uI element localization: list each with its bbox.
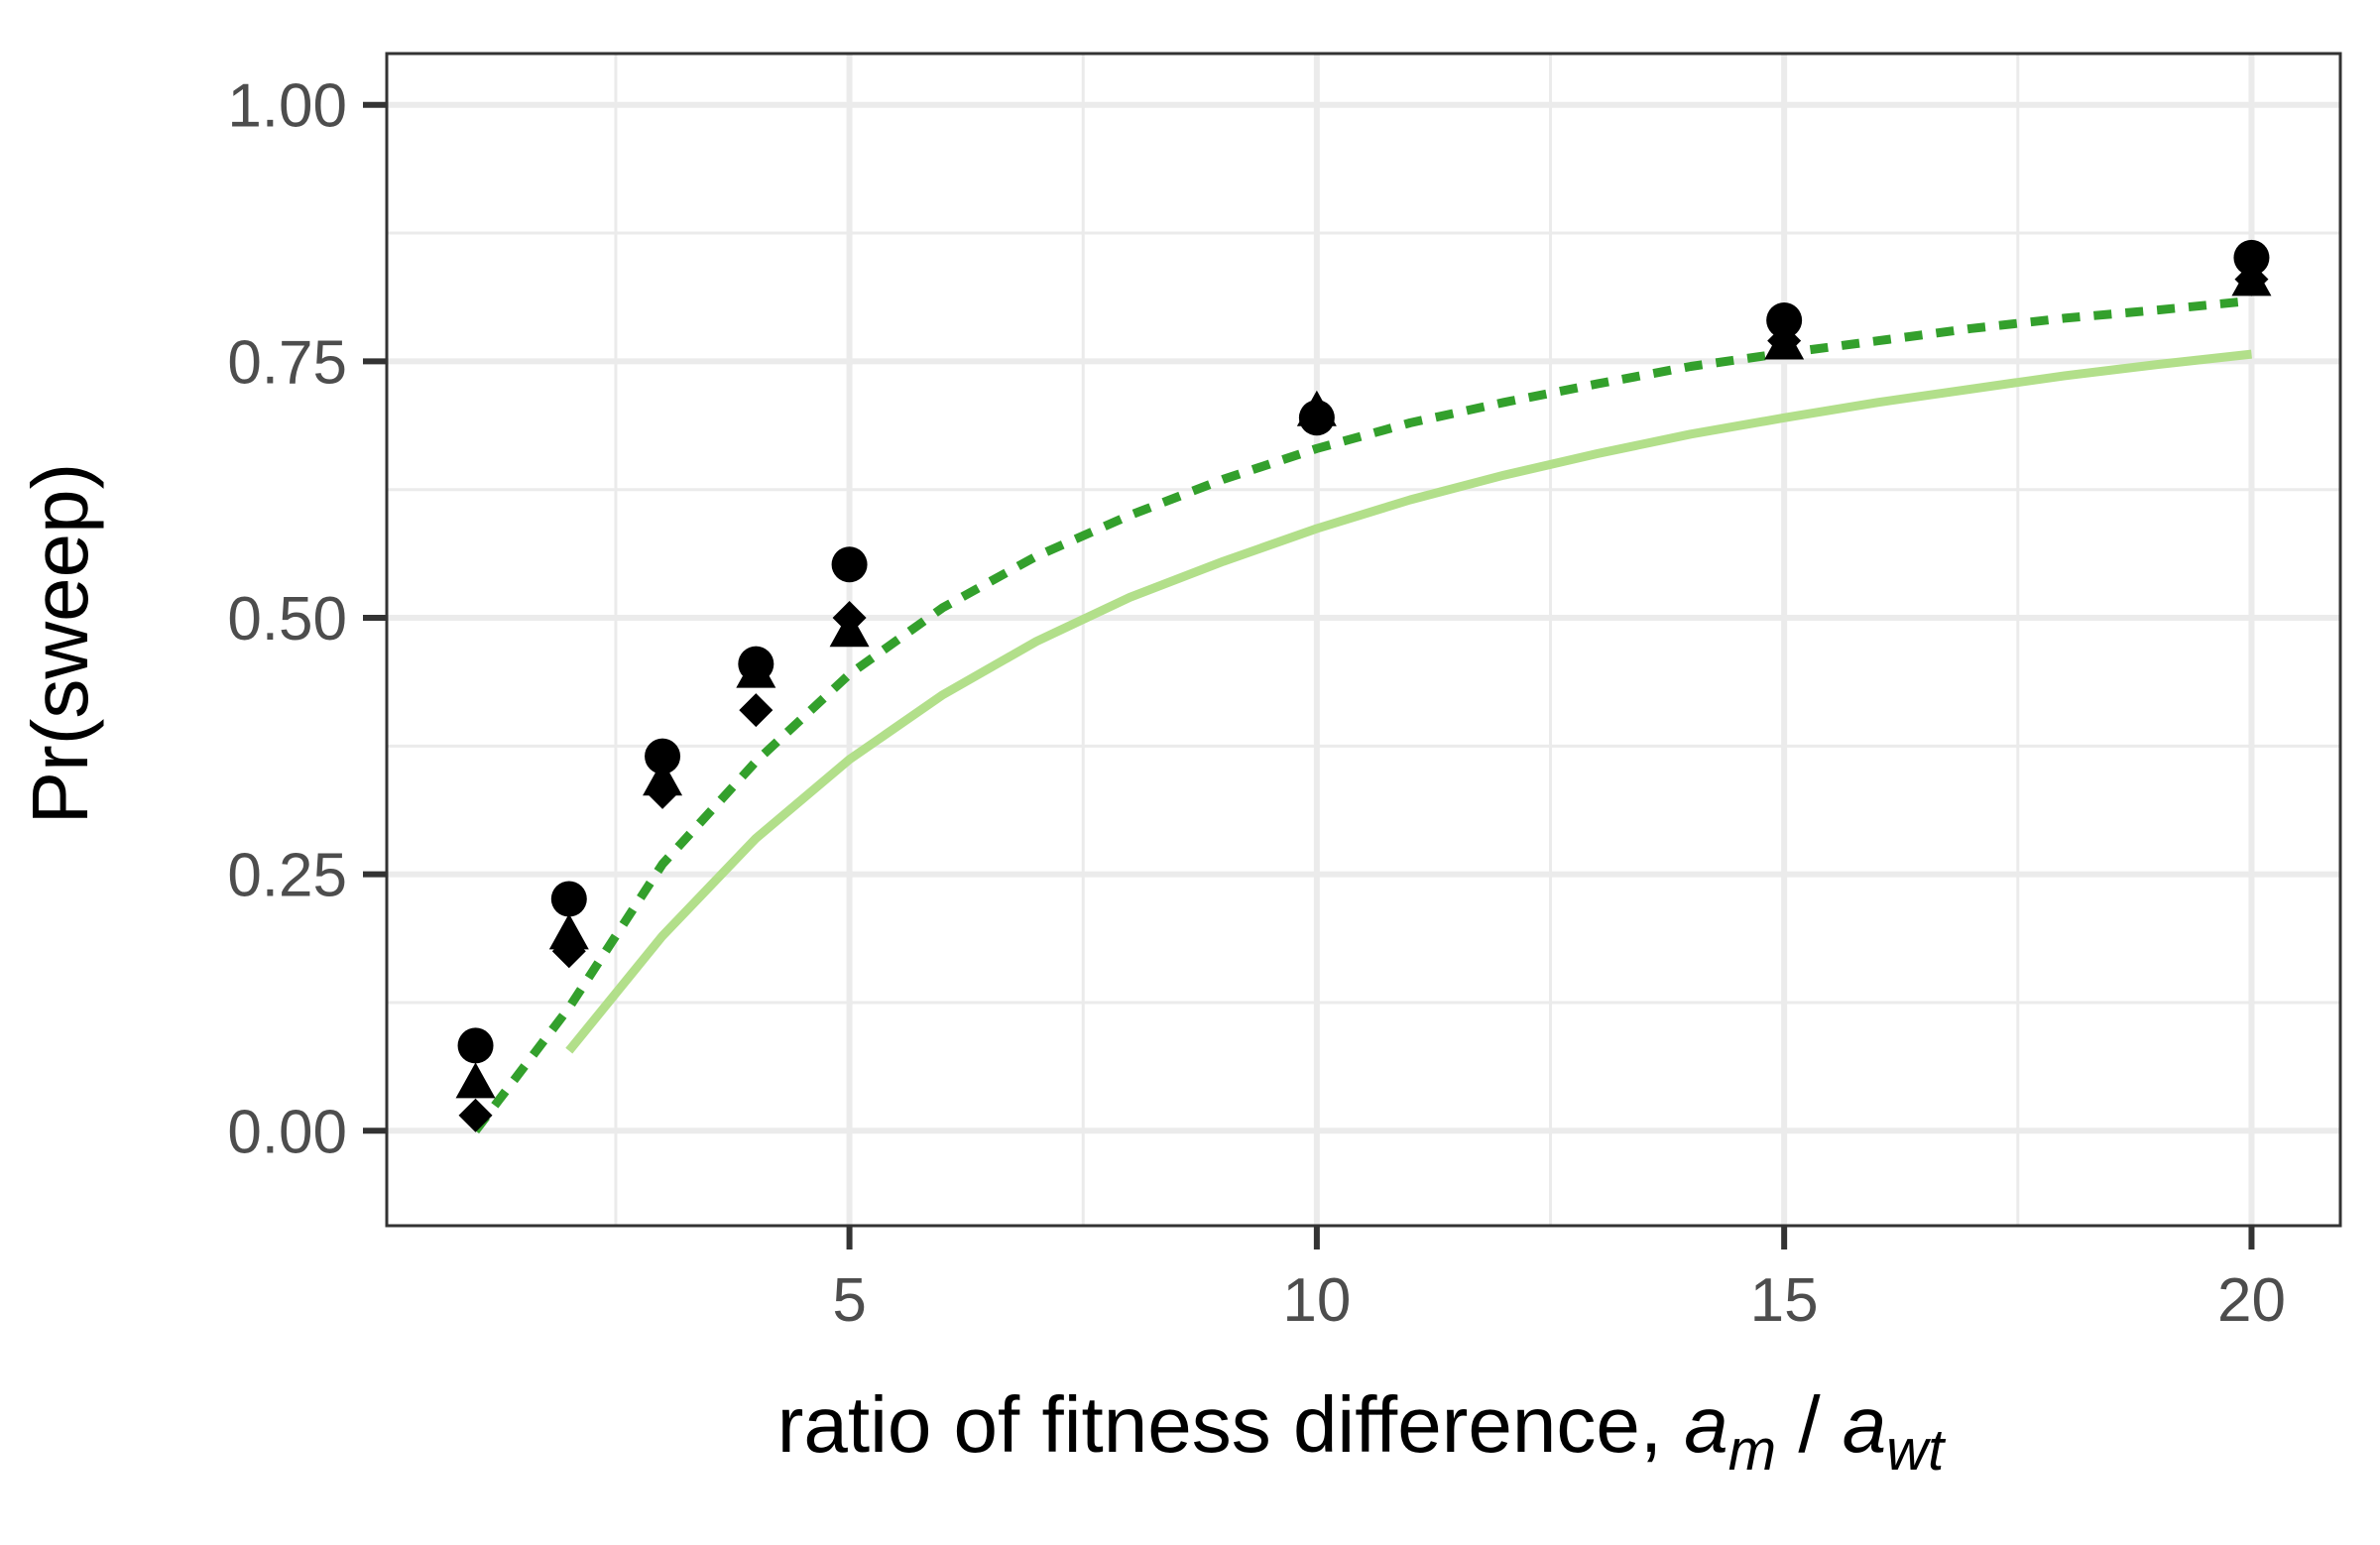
x-axis-title-sub-m: m: [1728, 1418, 1776, 1483]
triangle-point: [2231, 260, 2272, 297]
circle-point: [645, 738, 681, 774]
y-tick-label: 0.75: [227, 328, 347, 397]
triangle-point: [548, 913, 589, 950]
triangle-point: [1764, 323, 1805, 360]
y-tick-label: 0.25: [227, 842, 347, 910]
solid-series-line: [565, 349, 2252, 1054]
x-axis-title-math-a-m: a: [1684, 1380, 1728, 1469]
x-axis: 5 10 15 20: [832, 1226, 2286, 1335]
triangle-point: [643, 760, 683, 796]
y-tick-label: 0.00: [227, 1098, 347, 1166]
x-axis-title-sub-wt: wt: [1886, 1418, 1947, 1483]
circle-point: [831, 546, 868, 583]
y-tick-label: 0.50: [227, 585, 347, 654]
y-axis-title: Pr(sweep): [16, 463, 104, 825]
dashed-series-line: [471, 296, 2252, 1134]
x-tick-label: 5: [832, 1266, 866, 1335]
series-points: [455, 239, 2272, 1132]
x-axis-title-separator: /: [1776, 1380, 1843, 1469]
x-tick-label: 15: [1750, 1266, 1819, 1335]
x-tick-label: 20: [2217, 1266, 2286, 1335]
major-gridlines: [387, 54, 2340, 1226]
x-axis-title: ratio of fitness difference, am / awt: [777, 1380, 1947, 1483]
x-tick-label: 10: [1282, 1266, 1351, 1335]
y-tick-label: 1.00: [227, 72, 347, 141]
circle-point: [457, 1027, 494, 1064]
circle-point: [550, 881, 587, 917]
diamond-point: [739, 693, 774, 728]
triangle-point: [455, 1062, 496, 1099]
x-axis-title-math-a-wt: a: [1843, 1380, 1887, 1469]
circle-point: [2233, 239, 2270, 276]
circle-point: [738, 646, 774, 682]
circle-point: [1766, 301, 1803, 338]
series-lines: [471, 296, 2252, 1134]
minor-gridlines: [387, 54, 2340, 1226]
panel-border: [385, 52, 2342, 1228]
y-axis: 0.00 0.25 0.50 0.75 1.00: [227, 72, 387, 1166]
triangle-point: [829, 611, 870, 648]
circle-point: [1298, 400, 1335, 436]
x-axis-title-text: ratio of fitness difference,: [777, 1380, 1685, 1469]
diamond-point: [458, 1098, 493, 1132]
